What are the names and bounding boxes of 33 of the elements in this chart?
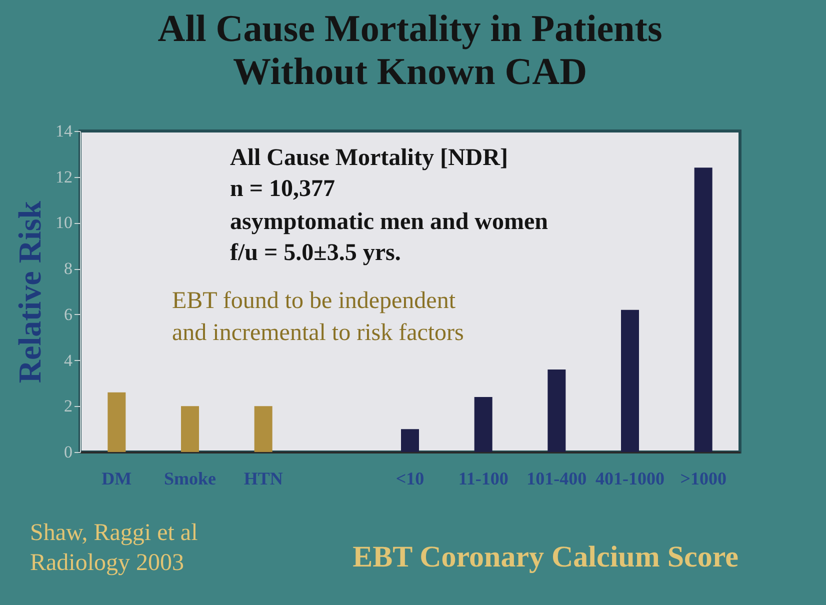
y-tick-label: 0: [64, 442, 72, 462]
annotation: EBT found to be independent and incremental to risk factors: [172, 288, 464, 346]
chart-title: All Cause Mortality in Patients Without Known CAD: [158, 8, 662, 93]
y-axis-title: Relative Risk: [12, 200, 48, 384]
y-tick-label: 4: [64, 350, 73, 370]
bar: [181, 406, 199, 452]
x-tick-label: HTN: [244, 468, 283, 488]
y-tick-label: 12: [56, 167, 72, 186]
text: Shaw, Raggi et al Radiology 2003: [30, 520, 198, 576]
x-tick-label: 101-400: [526, 468, 587, 488]
annotation: All Cause Mortality [NDR]: [230, 145, 508, 171]
y-tick-label: 6: [64, 304, 72, 324]
y-tick-label: 14: [56, 122, 73, 140]
annotation: f/u = 5.0±3.5 yrs.: [230, 240, 401, 266]
x-tick-label: Smoke: [164, 468, 216, 488]
bar: [108, 392, 126, 452]
annotation: asymptomatic men and women: [230, 209, 548, 235]
y-tick-label: 10: [56, 213, 72, 232]
x-axis-title: EBT Coronary Calcium Score: [352, 540, 738, 574]
annotation: n = 10,377: [230, 176, 336, 202]
bar: [401, 429, 419, 452]
x-tick-label: <10: [396, 468, 424, 488]
x-tick-label: 11-100: [458, 468, 508, 488]
bar: [694, 168, 712, 452]
x-tick-label: DM: [102, 468, 132, 488]
bar: [621, 310, 639, 452]
x-tick-label: >1000: [680, 468, 726, 488]
y-tick-label: 8: [64, 259, 72, 278]
x-tick-label: 401-1000: [596, 468, 664, 488]
bar: [548, 369, 566, 452]
y-tick-label: 2: [64, 396, 72, 416]
bar: [474, 396, 492, 452]
bar: [254, 406, 272, 452]
